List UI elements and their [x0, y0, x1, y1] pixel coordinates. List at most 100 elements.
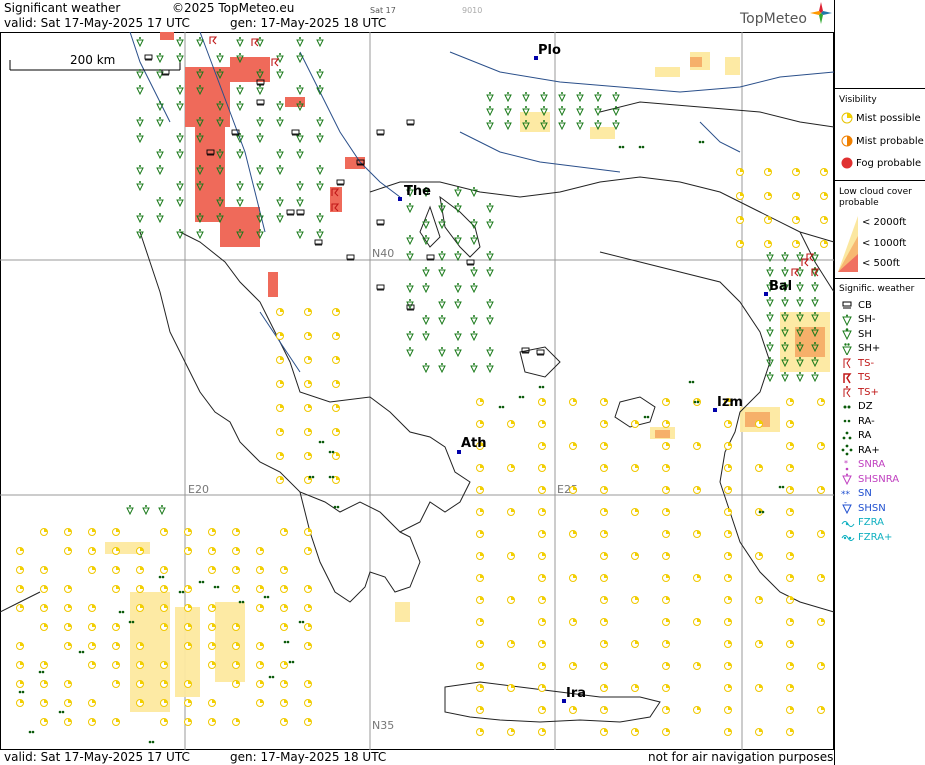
- mist-icon: [538, 530, 546, 538]
- shower-icon: [486, 299, 494, 310]
- cb-icon: [376, 219, 385, 226]
- mist-icon: [662, 420, 670, 428]
- legend-item-ts-minus: TS-: [841, 357, 874, 369]
- shower-icon: [236, 229, 244, 240]
- shower-icon: [796, 282, 804, 293]
- mist-icon: [817, 530, 825, 538]
- shower-icon: [156, 101, 164, 112]
- coastlines: [0, 101, 834, 723]
- mist-icon: [817, 706, 825, 714]
- shower-icon: [470, 235, 478, 246]
- mist-icon: [755, 728, 763, 736]
- mist-icon: [476, 398, 484, 406]
- shower-icon: [486, 120, 494, 131]
- footer-valid-time: valid: Sat 17-May-2025 17 UTC: [4, 750, 190, 764]
- mist-icon: [693, 442, 701, 450]
- mist-icon: [786, 706, 794, 714]
- mist-icon: [476, 420, 484, 428]
- mist-icon: [16, 699, 24, 707]
- mist-icon: [600, 640, 608, 648]
- mist-icon: [304, 604, 312, 612]
- mist-icon: [631, 728, 639, 736]
- shower-icon: [504, 92, 512, 103]
- shower-icon: [522, 92, 530, 103]
- legend-item-label: FZRA: [858, 517, 884, 528]
- mist-icon: [631, 552, 639, 560]
- city-bal: Bal: [764, 279, 792, 296]
- mist-icon: [332, 308, 340, 316]
- mist-icon: [786, 508, 794, 516]
- mist-icon: [631, 684, 639, 692]
- mist-icon: [817, 574, 825, 582]
- mist-icon: [232, 566, 240, 574]
- shower-icon: [486, 363, 494, 374]
- mist-icon: [40, 604, 48, 612]
- mist-icon: [16, 547, 24, 555]
- mist-icon: [136, 642, 144, 650]
- mist-icon: [600, 486, 608, 494]
- header-small-day: Sat 17: [370, 6, 396, 15]
- shower-icon: [256, 229, 264, 240]
- legend-lc-500: < 500ft: [862, 258, 900, 269]
- shower-icon: [236, 101, 244, 112]
- mist-icon: [184, 604, 192, 612]
- drizzle-icon: [328, 450, 335, 454]
- drizzle-icon: [778, 485, 785, 489]
- shower-icon: [256, 213, 264, 224]
- mist-icon: [276, 428, 284, 436]
- mist-icon: [88, 718, 96, 726]
- shower-icon: [811, 342, 819, 353]
- mist-icon: [280, 623, 288, 631]
- lowcloud-gradient-icon: [838, 216, 858, 272]
- drizzle-icon: [698, 140, 705, 144]
- mist-icon: [538, 398, 546, 406]
- legend-item-cb: CB: [841, 299, 872, 311]
- city-label-ira: Ira: [566, 686, 586, 701]
- mist-icon: [332, 452, 340, 460]
- shower-icon: [454, 347, 462, 358]
- mist-icon: [280, 528, 288, 536]
- shower-icon: [454, 187, 462, 198]
- mist-icon: [64, 528, 72, 536]
- shower-icon: [406, 347, 414, 358]
- legend-item-fzra: FZRA: [841, 517, 884, 529]
- thunderstorm-icon: [331, 188, 340, 197]
- legend-mist-probable: Mist probable: [841, 135, 924, 147]
- mist-icon: [64, 718, 72, 726]
- mist-icon: [569, 442, 577, 450]
- cb-icon: [376, 129, 385, 136]
- legend-item-ra-minus: RA-: [841, 415, 875, 427]
- shower-icon: [316, 133, 324, 144]
- shower-icon: [156, 53, 164, 64]
- drizzle-icon: [688, 380, 695, 384]
- thunderstorm-icon: [251, 38, 260, 47]
- legend-mist-possible: Mist possible: [841, 112, 921, 124]
- shower-icon: [811, 357, 819, 368]
- mist-icon: [304, 642, 312, 650]
- shower-icon: [406, 251, 414, 262]
- shower-icon: [196, 133, 204, 144]
- shower-icon: [438, 299, 446, 310]
- mist-icon: [476, 596, 484, 604]
- mist-icon: [64, 680, 72, 688]
- mist-icon: [693, 486, 701, 494]
- mist-icon: [507, 552, 515, 560]
- logo-text: TopMeteo: [740, 11, 807, 27]
- shower-icon: [316, 69, 324, 80]
- shower-icon: [766, 327, 774, 338]
- shower-icon: [236, 85, 244, 96]
- drizzle-icon: [618, 145, 625, 149]
- shower-icon: [256, 165, 264, 176]
- mist-icon: [208, 699, 216, 707]
- dz-icon: [843, 405, 851, 408]
- mist-icon: [64, 623, 72, 631]
- shower-icon: [470, 267, 478, 278]
- legend-item-ra: RA: [841, 430, 871, 442]
- mist-icon: [256, 699, 264, 707]
- mist-icon: [569, 574, 577, 582]
- shower-icon: [276, 69, 284, 80]
- mist-icon: [724, 728, 732, 736]
- mist-possible-icon: [841, 112, 853, 124]
- shower-icon: [296, 181, 304, 192]
- mist-icon: [786, 640, 794, 648]
